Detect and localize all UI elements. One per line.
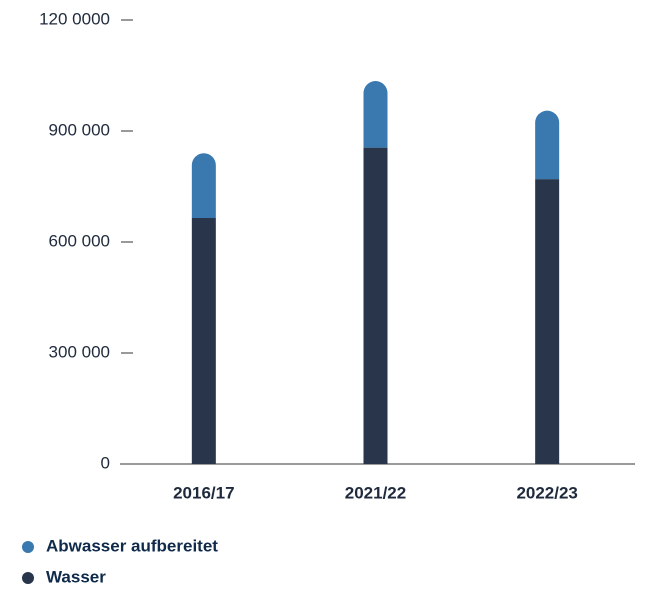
bar-segment bbox=[363, 147, 388, 464]
x-tick-label: 2016/17 bbox=[173, 483, 234, 502]
y-tick-label: 120 0000 bbox=[39, 9, 110, 28]
legend-label: Wasser bbox=[46, 567, 106, 586]
bar-segment bbox=[191, 153, 216, 218]
y-tick-label: 600 000 bbox=[49, 231, 110, 250]
x-tick-label: 2021/22 bbox=[345, 483, 406, 502]
legend-marker bbox=[22, 541, 34, 553]
y-tick-label: 300 000 bbox=[49, 342, 110, 361]
x-tick-label: 2022/23 bbox=[516, 483, 577, 502]
y-tick-label: 0 bbox=[101, 453, 110, 472]
bar-segment bbox=[535, 179, 560, 464]
bar-segment bbox=[535, 110, 560, 180]
bar-segment bbox=[363, 81, 388, 148]
bar-segment bbox=[191, 217, 216, 464]
y-tick-label: 900 000 bbox=[49, 120, 110, 139]
legend-label: Abwasser aufbereitet bbox=[46, 536, 218, 555]
legend-marker bbox=[22, 572, 34, 584]
